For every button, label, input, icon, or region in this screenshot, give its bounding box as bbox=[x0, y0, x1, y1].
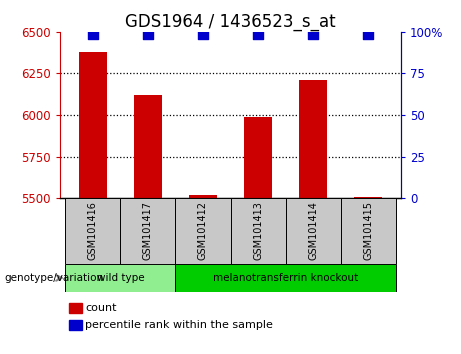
Point bbox=[199, 31, 207, 36]
Bar bbox=[65, 264, 176, 292]
Point bbox=[309, 31, 317, 36]
Bar bbox=[176, 264, 396, 292]
Bar bbox=[299, 80, 327, 198]
Bar bbox=[176, 198, 230, 264]
Point bbox=[254, 31, 262, 36]
Text: GSM101417: GSM101417 bbox=[143, 201, 153, 261]
Text: count: count bbox=[85, 303, 117, 313]
Bar bbox=[341, 198, 396, 264]
Text: GSM101415: GSM101415 bbox=[363, 201, 373, 261]
Bar bbox=[120, 198, 176, 264]
Text: wild type: wild type bbox=[97, 273, 144, 283]
Text: GSM101414: GSM101414 bbox=[308, 201, 318, 261]
Bar bbox=[134, 95, 162, 198]
Bar bbox=[79, 52, 106, 198]
Bar bbox=[244, 117, 272, 198]
Text: melanotransferrin knockout: melanotransferrin knockout bbox=[213, 273, 358, 283]
Bar bbox=[65, 198, 120, 264]
Point bbox=[89, 31, 97, 36]
Point bbox=[144, 31, 152, 36]
Text: GSM101416: GSM101416 bbox=[88, 201, 98, 261]
Text: GSM101413: GSM101413 bbox=[253, 201, 263, 261]
Bar bbox=[189, 195, 217, 198]
Bar bbox=[285, 198, 341, 264]
Title: GDS1964 / 1436523_s_at: GDS1964 / 1436523_s_at bbox=[125, 13, 336, 30]
Text: GSM101412: GSM101412 bbox=[198, 201, 208, 261]
Point bbox=[364, 31, 372, 36]
Bar bbox=[355, 196, 382, 198]
Bar bbox=[230, 198, 285, 264]
Text: genotype/variation: genotype/variation bbox=[5, 273, 104, 283]
Text: percentile rank within the sample: percentile rank within the sample bbox=[85, 320, 273, 330]
